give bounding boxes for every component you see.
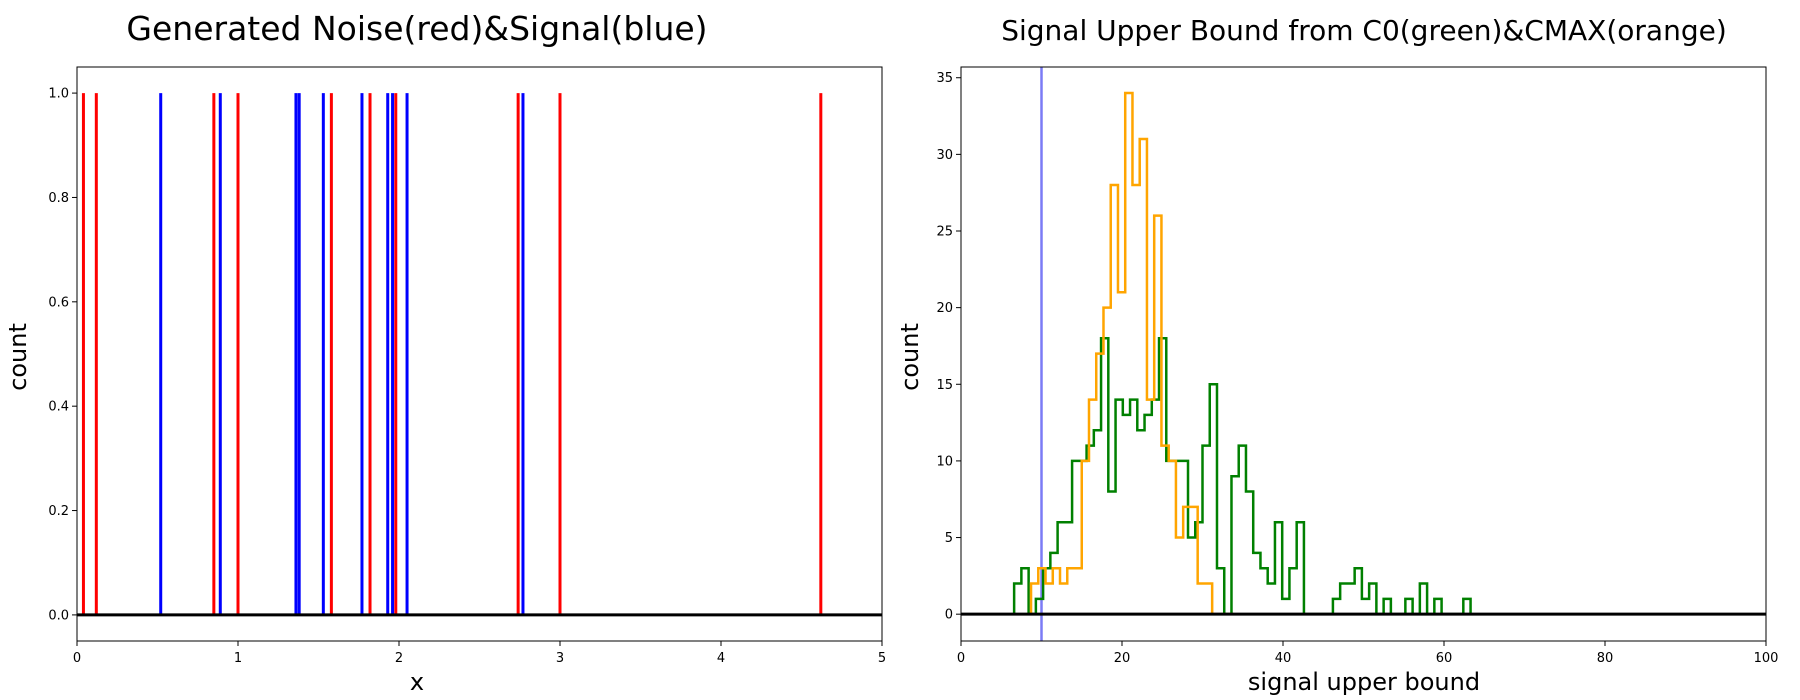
noise-signal-xtick-label: 5 <box>878 651 886 666</box>
upper-bound-ytick-label: 30 <box>936 148 953 163</box>
upper-bound-xtick-label: 40 <box>1275 651 1292 666</box>
noise-signal-chart-title: Generated Noise(red)&Signal(blue) <box>126 9 707 48</box>
upper-bound-chart-ylabel: count <box>896 323 924 391</box>
upper-bound-ytick-label: 35 <box>936 71 953 86</box>
upper-bound-xtick-label: 100 <box>1754 651 1779 666</box>
upper-bound-xtick-label: 80 <box>1597 651 1614 666</box>
noise-signal-ytick-label: 0.0 <box>48 608 69 623</box>
noise-signal-ytick-label: 0.6 <box>48 295 69 310</box>
noise-signal-marks <box>77 93 882 617</box>
upper-bound-ytick-label: 5 <box>945 531 953 546</box>
upper-bound-marks <box>961 67 1766 641</box>
noise-signal-xtick-label: 2 <box>395 651 403 666</box>
noise-signal-ytick-label: 0.2 <box>48 504 69 519</box>
upper-bound-ytick-label: 15 <box>936 378 953 393</box>
upper-bound-ytick-label: 25 <box>936 225 953 240</box>
noise-signal-chart: Generated Noise(red)&Signal(blue) x coun… <box>4 9 886 696</box>
upper-bound-xtick-label: 20 <box>1114 651 1131 666</box>
upper-bound-chart-title: Signal Upper Bound from C0(green)&CMAX(o… <box>1001 14 1727 47</box>
noise-signal-xtick-label: 3 <box>556 651 564 666</box>
upper-bound-xtick-label: 60 <box>1436 651 1453 666</box>
noise-signal-ytick-label: 0.8 <box>48 191 69 206</box>
upper-bound-axes-frame <box>960 66 1767 642</box>
noise-signal-xtick-label: 0 <box>73 651 81 666</box>
noise-signal-xtick-label: 4 <box>717 651 725 666</box>
noise-signal-plot-area: 0 1 2 3 4 5 0.0 0.2 0.4 0.6 0.8 1.0 <box>48 66 886 666</box>
noise-signal-ytick-label: 0.4 <box>48 400 69 415</box>
noise-signal-ytick-label: 1.0 <box>48 87 69 102</box>
noise-signal-chart-ylabel: count <box>4 323 32 391</box>
noise-signal-axes-frame <box>76 66 883 642</box>
upper-bound-ytick-label: 10 <box>936 454 953 469</box>
upper-bound-chart-xlabel: signal upper bound <box>1248 668 1480 696</box>
upper-bound-ytick-label: 20 <box>936 301 953 316</box>
noise-signal-chart-xlabel: x <box>410 668 424 696</box>
upper-bound-plot-area: 0 20 40 60 80 100 0 5 10 15 20 25 30 35 <box>936 66 1779 666</box>
cmax-histogram-line <box>1029 91 1234 616</box>
noise-signal-xtick-label: 1 <box>234 651 242 666</box>
upper-bound-chart: Signal Upper Bound from C0(green)&CMAX(o… <box>896 14 1778 696</box>
upper-bound-xtick-label: 0 <box>957 651 965 666</box>
upper-bound-ytick-label: 0 <box>945 608 953 623</box>
